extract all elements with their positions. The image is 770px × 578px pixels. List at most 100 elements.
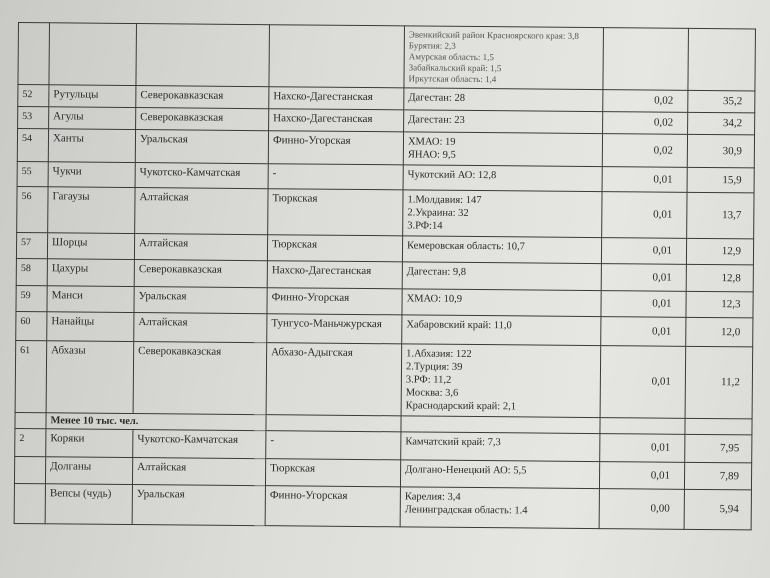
language-group: Абхазо-Адыгская — [266, 342, 402, 416]
ethnic-group-name: Манси — [46, 285, 135, 313]
population-count: 12,0 — [685, 317, 753, 347]
ethnic-group-name: Долганы — [45, 456, 133, 485]
regions: 1.Молдавия: 147 2.Украина: 32 3.РФ:14 — [402, 189, 603, 238]
row-number: 2 — [14, 428, 46, 457]
row-number: 53 — [17, 106, 49, 129]
table-row: Вепсы (чудь) Уральская Финно-Угорская Карел… — [14, 483, 752, 530]
language-group: Финно-Угорская — [265, 485, 401, 527]
population-count: 12,3 — [685, 291, 754, 318]
row-number: 58 — [16, 258, 48, 286]
ethnic-group-name: Чукчи — [48, 161, 136, 188]
population-share: 0,02 — [602, 89, 688, 113]
language-group: Финно-Угорская — [268, 130, 404, 165]
ethnic-group-name: Шорцы — [47, 232, 135, 260]
row-number — [14, 483, 46, 524]
population-count: 12,9 — [686, 238, 754, 265]
ethnic-group-name: Гагаузы — [47, 186, 136, 234]
language-group: Нахско-Дагестанская — [268, 108, 404, 132]
language-group: - — [268, 163, 404, 190]
population-count: 7,95 — [684, 434, 752, 463]
population-share: 0,01 — [601, 191, 688, 239]
population-share: 0,01 — [600, 290, 687, 318]
region-line: Хабаровский край: 11,0 — [406, 319, 512, 332]
region-line: Дагестан: 28 — [408, 92, 466, 104]
language-family: Северокавказская — [135, 85, 269, 109]
population-count: 34,2 — [687, 112, 755, 135]
population-count: 5,94 — [684, 489, 752, 530]
language-group: Тунгусо-Маньчжурская — [266, 313, 402, 344]
language-family: Алтайская — [133, 312, 267, 343]
language-family: Уральская — [132, 484, 266, 526]
language-group: Тюркская — [267, 234, 403, 262]
language-group: Тюркская — [267, 188, 404, 236]
population-count: 11,2 — [685, 346, 753, 419]
population-count: 13,7 — [686, 192, 755, 239]
population-share: 0,01 — [600, 345, 686, 419]
population-count: 35,2 — [687, 90, 755, 113]
language-family: Алтайская — [134, 187, 269, 235]
region-line: Иркутская область: 1,4 — [408, 73, 497, 85]
row-number: 61 — [15, 340, 47, 413]
regions: Дагестан: 28 — [403, 87, 603, 112]
language-group: Нахско-Дагестанская — [268, 86, 404, 110]
language-family: Алтайская — [132, 457, 266, 486]
language-family: Северокавказская — [135, 107, 269, 131]
regions: ХМАО: 19 ЯНАО: 9,5 — [403, 131, 603, 167]
row-number: 59 — [15, 285, 48, 312]
population-share: 0,00 — [599, 488, 685, 530]
regions: Карелия: 3,4 Ленинградская область: 1.4 — [400, 486, 600, 529]
population-count: 7,89 — [684, 462, 752, 490]
regions: Кемеровская область: 10,7 — [402, 235, 602, 264]
population-share: 0,02 — [602, 111, 688, 135]
language-group: Финно-Угорская — [266, 287, 403, 315]
population-share: 0,01 — [599, 461, 685, 490]
population-count: 15,9 — [687, 167, 755, 193]
region-line: Камчатский край: 7,3 — [405, 436, 501, 449]
region-line: ЯНАО: 9,5 — [407, 149, 456, 161]
language-family: Северокавказская — [133, 341, 267, 415]
population-share: 0,02 — [602, 133, 688, 168]
language-family: Чукотско-Камчатская — [132, 429, 266, 459]
ethnic-group-name: Рутульцы — [48, 84, 136, 108]
table-row: 61 Абхазы Северокавказская Абхазо-Адыгская 1… — [15, 340, 753, 419]
region-line: Дагестан: 9,8 — [406, 266, 467, 278]
regions: Камчатский край: 7,3 — [400, 431, 600, 462]
row-number — [14, 456, 46, 484]
region-line: Чукотский АО: 12,8 — [407, 169, 497, 182]
region-line: Краснодарский край: 2,1 — [405, 400, 517, 413]
region-line: Долгано-Ненецкий АО: 5,5 — [405, 464, 527, 477]
population-count: 30,9 — [687, 134, 755, 168]
language-family: Северокавказская — [134, 259, 268, 288]
regions: 1.Абхазия: 122 2.Турция: 39 3.РФ: 11,2 Моск… — [401, 343, 601, 418]
language-group: Нахско-Дагестанская — [267, 260, 403, 289]
regions: Хабаровский край: 11,0 — [401, 314, 601, 346]
row-number: 60 — [15, 311, 47, 341]
language-family: Уральская — [133, 286, 268, 314]
language-family: Уральская — [135, 129, 269, 164]
row-number: 57 — [16, 232, 48, 259]
region-line: Кемеровская область: 10,7 — [407, 240, 525, 253]
region-line: ХМАО: 10,9 — [406, 293, 463, 305]
ethnic-group-name: Абхазы — [46, 340, 134, 414]
population-share: 0,01 — [601, 237, 687, 265]
population-share: 0,01 — [601, 263, 687, 292]
language-family: Алтайская — [134, 233, 268, 261]
population-count: 12,8 — [686, 264, 754, 292]
regions: Дагестан: 23 — [403, 109, 603, 134]
language-family: Чукотско-Камчатская — [135, 162, 269, 189]
regions: Чукотский АО: 12,8 — [403, 164, 603, 192]
continued-regions: Эвенкийский район Красноярского края: 3,… — [403, 25, 604, 90]
ethnic-group-name: Агулы — [48, 106, 136, 130]
row-number: 54 — [17, 128, 49, 162]
region-line: 3.РФ:14 — [407, 220, 443, 232]
row-number: 56 — [16, 186, 49, 233]
ethnic-group-name: Вепсы (чудь) — [45, 483, 133, 525]
language-group: Тюркская — [265, 458, 401, 487]
population-share: 0,01 — [599, 433, 685, 463]
regions: ХМАО: 10,9 — [401, 288, 602, 317]
section-label: Менее 10 тыс. чел. — [45, 412, 267, 431]
population-share: 0,01 — [600, 316, 686, 347]
row-number: 52 — [17, 84, 49, 107]
ethnic-group-name: Ханты — [48, 128, 136, 163]
regions: Долгано-Ненецкий АО: 5,5 — [400, 459, 600, 489]
